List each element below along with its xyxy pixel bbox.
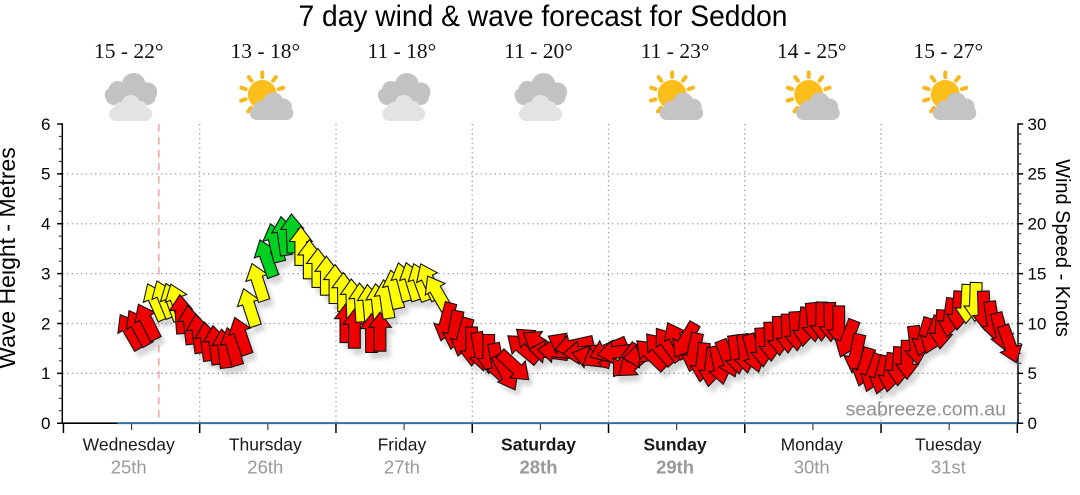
svg-text:20: 20 <box>1028 215 1047 234</box>
svg-text:Wave Height - Metres: Wave Height - Metres <box>0 147 20 369</box>
svg-text:1: 1 <box>41 364 50 383</box>
svg-text:4: 4 <box>41 215 50 234</box>
svg-text:15 - 27°: 15 - 27° <box>914 39 984 63</box>
svg-text:15 - 22°: 15 - 22° <box>94 39 164 63</box>
svg-text:seabreeze.com.au: seabreeze.com.au <box>846 399 1006 421</box>
svg-text:11 - 23°: 11 - 23° <box>641 39 710 63</box>
svg-text:30th: 30th <box>794 456 830 477</box>
svg-text:15: 15 <box>1028 264 1047 283</box>
svg-text:10: 10 <box>1028 314 1047 333</box>
svg-text:29th: 29th <box>656 456 694 477</box>
svg-text:2: 2 <box>41 314 50 333</box>
svg-text:25th: 25th <box>111 456 147 477</box>
svg-text:Sunday: Sunday <box>643 434 706 454</box>
svg-text:14 - 25°: 14 - 25° <box>777 39 847 63</box>
svg-text:28th: 28th <box>519 456 557 477</box>
svg-text:Monday: Monday <box>781 434 844 454</box>
svg-text:Friday: Friday <box>378 434 427 454</box>
svg-text:5: 5 <box>1028 364 1037 383</box>
svg-text:Thursday: Thursday <box>229 434 302 454</box>
svg-text:0: 0 <box>41 414 50 433</box>
svg-text:Wednesday: Wednesday <box>83 434 175 454</box>
svg-text:13 - 18°: 13 - 18° <box>231 39 301 63</box>
svg-text:26th: 26th <box>247 456 283 477</box>
svg-text:11 - 18°: 11 - 18° <box>368 39 437 63</box>
svg-text:27th: 27th <box>384 456 420 477</box>
svg-text:Tuesday: Tuesday <box>915 434 982 454</box>
svg-text:Wind Speed - Knots: Wind Speed - Knots <box>1051 159 1073 337</box>
svg-text:11 - 20°: 11 - 20° <box>504 39 573 63</box>
svg-text:5: 5 <box>41 165 50 184</box>
svg-text:7 day wind & wave forecast for: 7 day wind & wave forecast for Seddon <box>299 0 788 33</box>
svg-text:Saturday: Saturday <box>501 434 576 454</box>
svg-text:0: 0 <box>1028 414 1037 433</box>
svg-text:6: 6 <box>41 115 50 134</box>
svg-text:30: 30 <box>1028 115 1047 134</box>
svg-text:3: 3 <box>41 264 50 283</box>
svg-text:25: 25 <box>1028 165 1047 184</box>
svg-text:31st: 31st <box>931 456 966 477</box>
